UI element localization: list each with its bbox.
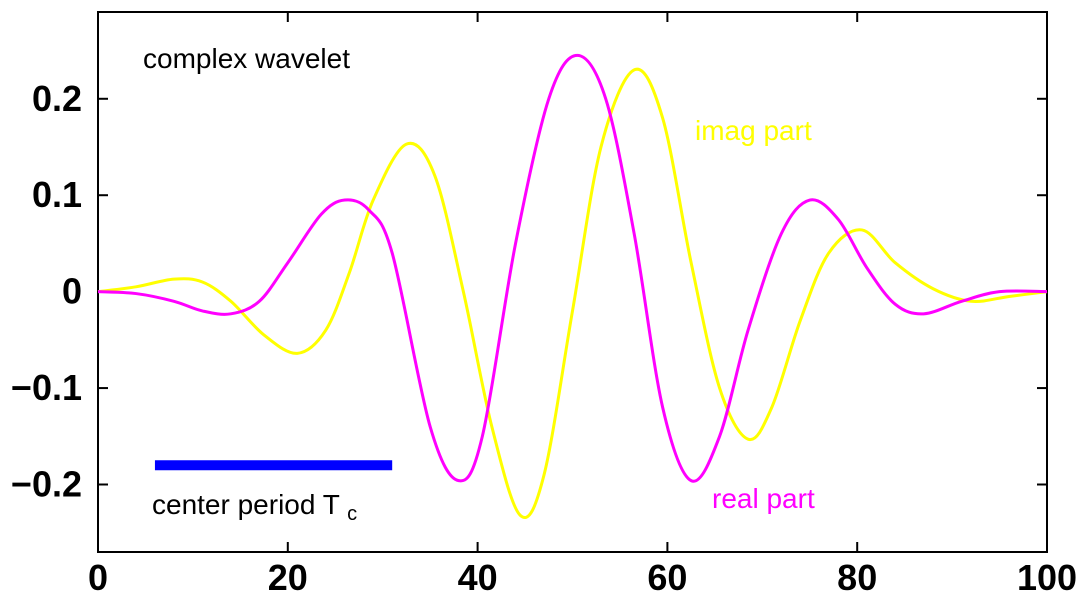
- y-tick-label: 0: [62, 271, 82, 312]
- x-tick-label: 80: [837, 557, 877, 598]
- y-tick-label: −0.2: [11, 464, 82, 505]
- series-layer: [97, 53, 1048, 519]
- x-tick-label: 20: [268, 557, 308, 598]
- x-tick-label: 40: [458, 557, 498, 598]
- center-period-label: center period T c: [152, 489, 357, 525]
- ticks-layer: 0 20 40 60 80 100 0.2 0.1 0 −0.1 −0.2: [11, 12, 1077, 598]
- series-label-imag-part: imag part: [695, 115, 812, 146]
- series-line-real-part: [97, 53, 1048, 483]
- x-tick-label: 60: [647, 557, 687, 598]
- y-tick-label: −0.1: [11, 367, 82, 408]
- x-tick-label: 100: [1017, 557, 1077, 598]
- annotation-layer: complex wavelet imag part real part cent…: [143, 43, 815, 525]
- series-line-imag-part: [97, 67, 1048, 519]
- chart-annotation-title: complex wavelet: [143, 43, 350, 74]
- center-period-label-subscript: c: [347, 503, 357, 525]
- center-period-label-main: center period T: [152, 489, 340, 520]
- x-tick-label: 0: [88, 557, 108, 598]
- series-label-real-part: real part: [712, 483, 815, 514]
- plot-area: [97, 11, 1048, 553]
- y-tick-label: 0.2: [32, 78, 82, 119]
- y-tick-label: 0.1: [32, 174, 82, 215]
